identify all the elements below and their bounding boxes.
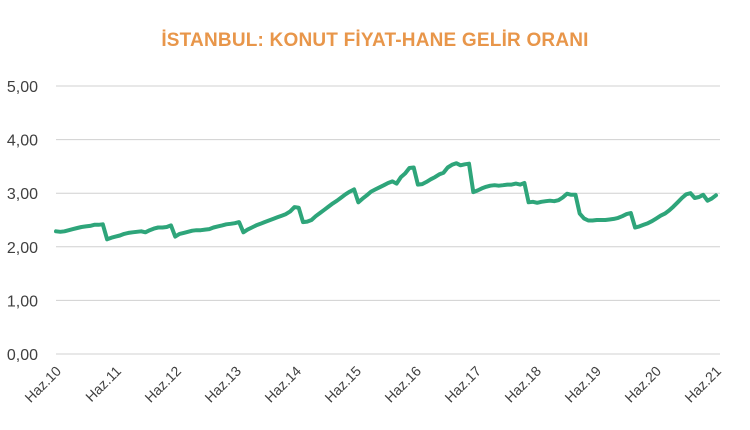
y-tick-label: 2,00: [7, 240, 38, 257]
y-axis-ticks: 0,00 1,00 2,00 3,00 4,00 5,00: [7, 79, 38, 364]
x-tick-label: Haz.18: [501, 363, 544, 406]
y-tick-label: 1,00: [7, 293, 38, 310]
x-tick-label: Haz.10: [21, 363, 64, 406]
x-tick-label: Haz.17: [441, 363, 484, 406]
y-tick-label: 0,00: [7, 347, 38, 364]
x-tick-label: Haz.11: [82, 363, 124, 405]
x-tick-label: Haz.14: [261, 363, 304, 406]
x-tick-label: Haz.12: [141, 363, 184, 406]
y-tick-label: 3,00: [7, 186, 38, 203]
y-tick-label: 5,00: [7, 79, 38, 96]
x-tick-label: Haz.15: [321, 363, 364, 406]
x-tick-label: Haz.19: [561, 363, 604, 406]
gridlines: [56, 85, 720, 355]
x-tick-label: Haz.16: [381, 363, 424, 406]
x-tick-label: Haz.21: [681, 363, 724, 406]
y-tick-label: 4,00: [7, 133, 38, 150]
x-axis-ticks: Haz.10 Haz.11 Haz.12 Haz.13 Haz.14 Haz.15 Haz.…: [21, 363, 724, 406]
x-tick-label: Haz.13: [201, 363, 244, 406]
x-tick-label: Haz.20: [621, 363, 664, 406]
series-line: [54, 161, 718, 242]
chart-title: İSTANBUL: KONUT FİYAT-HANE GELİR ORANI: [161, 30, 589, 51]
